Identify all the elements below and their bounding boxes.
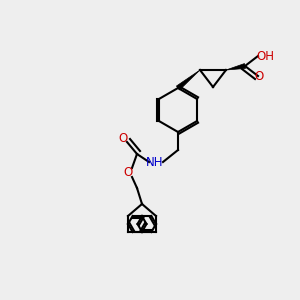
Text: NH: NH [146, 155, 164, 169]
Text: O: O [254, 70, 264, 83]
Polygon shape [226, 64, 245, 70]
Polygon shape [176, 70, 200, 90]
Text: O: O [123, 167, 133, 179]
Text: OH: OH [256, 50, 274, 62]
Text: O: O [118, 133, 127, 146]
